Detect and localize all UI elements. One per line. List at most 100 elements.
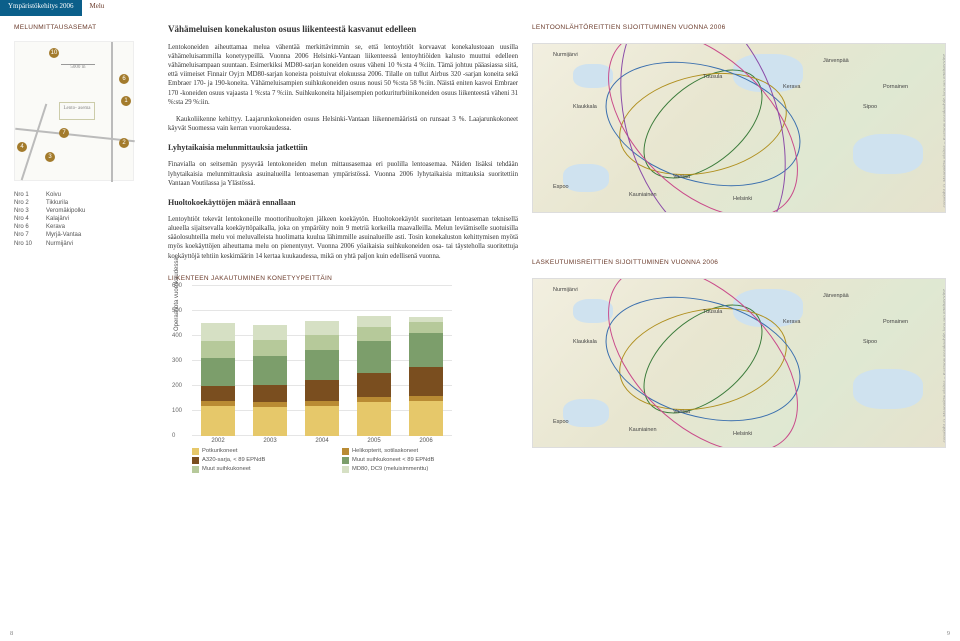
y-tick: 600 (172, 283, 182, 289)
station-mini-map: 5000 m Lento- asema 10617243 (14, 41, 134, 181)
legend-label: Helikopterit, sotilaskoneet (352, 448, 418, 454)
left-caption: MELUNMITTAUSASEMAT (14, 24, 154, 31)
right-column: LENTOONLÄHTÖREITTIEN SIJOITTUMINEN VUONN… (532, 24, 946, 637)
legend-label: Muut suihkukoneet < 89 EPNdB (352, 457, 434, 463)
legend-item: Potkurikoneet (192, 448, 332, 455)
station-dot: 3 (45, 152, 55, 162)
bar-segment (409, 322, 443, 333)
town-label: Kauniainen (629, 192, 657, 198)
town-label: Klaukkala (573, 104, 597, 110)
legend-swatch (342, 457, 349, 464)
legend-swatch (192, 466, 199, 473)
legend-row: Nro 1Koivu (14, 191, 154, 199)
town-label: Nurmijärvi (553, 52, 578, 58)
town-label: Nurmijärvi (553, 287, 578, 293)
chart-area: Operaatiota vuorokaudessa 01002003004005… (192, 286, 452, 436)
legend-row: Nro 4 Kalajärvi (14, 215, 154, 223)
station-dot: 10 (49, 48, 59, 58)
page-number-left: 8 (10, 630, 13, 637)
town-label: Pornainen (883, 319, 908, 325)
bar-segment (201, 341, 235, 359)
map1-caption: LENTOONLÄHTÖREITTIEN SIJOITTUMINEN VUONN… (532, 24, 946, 31)
bar-segment (409, 367, 443, 396)
x-tick: 2003 (263, 438, 276, 444)
town-label: Kerava (783, 319, 800, 325)
bar-column (253, 325, 287, 436)
bar-segment (357, 316, 391, 327)
town-label: Järvenpää (823, 58, 849, 64)
bar-segment (201, 386, 235, 401)
legend-swatch (342, 466, 349, 473)
bar-segment (305, 406, 339, 436)
town-label: Helsinki (733, 431, 752, 437)
station-dot: 2 (119, 138, 129, 148)
town-label: Järvenpää (823, 293, 849, 299)
bar-segment (305, 335, 339, 350)
arrival-routes-map: copyright © Maanmittauslaitos – Kustannu… (532, 278, 946, 448)
bar-segment (305, 350, 339, 380)
bar-column (409, 317, 443, 436)
map-copyright: copyright © Maanmittauslaitos – Kustannu… (942, 289, 946, 442)
topbar: Ympäristökehitys 2006 Melu (0, 0, 960, 16)
bar-segment (409, 333, 443, 367)
page-root: Ympäristökehitys 2006 Melu MELUNMITTAUSA… (0, 0, 960, 641)
bar-segment (357, 402, 391, 436)
town-label: Vantaa (673, 174, 690, 180)
legend-label: Muut suihkukoneet (202, 466, 251, 472)
article-headline: Vähämeluisen konekaluston osuus liikente… (168, 24, 518, 35)
bar-segment (253, 356, 287, 385)
bar-column (305, 321, 339, 436)
legend-value: Kerava (46, 223, 65, 231)
runway-box: Lento- asema (59, 102, 95, 120)
station-dot: 7 (59, 128, 69, 138)
x-tick: 2002 (211, 438, 224, 444)
departure-routes-map: copyright © Maanmittauslaitos – Kustannu… (532, 43, 946, 213)
bar-segment (357, 373, 391, 397)
scale-bar: 5000 m (61, 64, 95, 70)
lake-shape (563, 399, 609, 427)
legend-value: Tikkurila (46, 199, 68, 207)
town-label: Klaukkala (573, 339, 597, 345)
legend-value: Kalajärvi (46, 215, 69, 223)
station-dot: 6 (119, 74, 129, 84)
road-line (111, 42, 113, 182)
legend-row: Nro 10Nurmijärvi (14, 240, 154, 248)
station-legend: Nro 1KoivuNro 2TikkurilaNro 3Veromäkipol… (14, 191, 154, 248)
town-label: Espoo (553, 184, 569, 190)
content-columns: MELUNMITTAUSASEMAT 5000 m Lento- asema 1… (0, 16, 960, 641)
legend-key: Nro 1 (14, 191, 42, 199)
y-tick: 100 (172, 408, 182, 414)
map-copyright: copyright © Maanmittauslaitos – Kustannu… (942, 54, 946, 207)
town-label: Tuusula (703, 309, 722, 315)
legend-row: Nro 7Myrjä-Vantaa (14, 231, 154, 239)
bar-segment (253, 385, 287, 403)
subheading: Lyhytaikaisia melunmittauksia jatkettiin (168, 143, 518, 152)
y-tick: 300 (172, 358, 182, 364)
bar-segment (253, 325, 287, 340)
chart-title: LIIKENTEEN JAKAUTUMINEN KONETYYPEITTÄIN (168, 275, 518, 282)
chart-legend: Potkurikoneet Helikopterit, sotilaskoneet… (192, 448, 492, 473)
bar-segment (305, 321, 339, 335)
paragraph: Lentokoneiden aiheuttamaa melua vähentää… (168, 43, 518, 107)
legend-value: Veromäkipolku (46, 207, 85, 215)
x-tick: 2006 (419, 438, 432, 444)
legend-key: Nro 2 (14, 199, 42, 207)
legend-value: Nurmijärvi (46, 240, 73, 248)
town-label: Sipoo (863, 339, 877, 345)
town-label: Tuusula (703, 74, 722, 80)
legend-label: A320-sarja, < 89 EPNdB (202, 457, 265, 463)
station-dot: 1 (121, 96, 131, 106)
bar-segment (201, 406, 235, 436)
legend-label: Potkurikoneet (202, 448, 237, 454)
y-axis-label: Operaatiota vuorokaudessa (174, 257, 180, 331)
paragraph: Finavialla on seitsemän pysyvää lentokon… (168, 160, 518, 188)
topbar-section: Melu (82, 0, 113, 16)
town-label: Kerava (783, 84, 800, 90)
bar-column (357, 316, 391, 436)
legend-item: Muut suihkukoneet (192, 466, 332, 473)
legend-key: Nro 4 (14, 215, 42, 223)
lake-shape (853, 369, 923, 409)
topbar-badge: Ympäristökehitys 2006 (0, 0, 82, 16)
legend-key: Nro 7 (14, 231, 42, 239)
legend-item: Muut suihkukoneet < 89 EPNdB (342, 457, 482, 464)
